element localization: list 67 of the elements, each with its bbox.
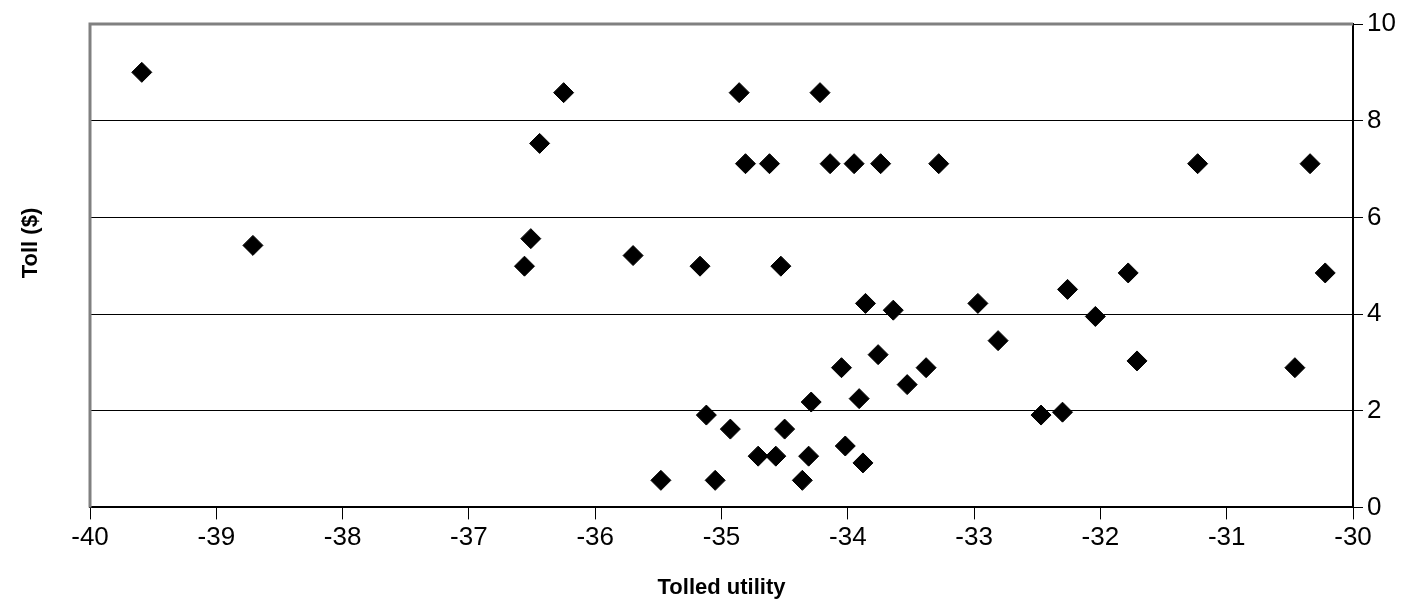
point	[774, 418, 796, 440]
y-tick-label: 2	[1367, 393, 1382, 424]
point	[915, 357, 937, 379]
point	[800, 391, 822, 413]
point	[770, 255, 792, 277]
point	[791, 469, 813, 491]
x-tick-label: -36	[576, 521, 614, 552]
point	[830, 357, 852, 379]
point	[765, 445, 787, 467]
point	[529, 132, 551, 154]
point	[967, 292, 989, 314]
y-tick-label: 0	[1367, 490, 1382, 521]
point	[1117, 262, 1139, 284]
x-tick-label: -37	[450, 521, 488, 552]
x-tick-label: -34	[829, 521, 867, 552]
x-tick-label: -30	[1334, 521, 1372, 552]
y-axis-title: Toll ($)	[17, 207, 43, 279]
point	[1057, 278, 1079, 300]
point	[735, 153, 756, 175]
point	[695, 404, 717, 426]
point	[798, 445, 820, 467]
point	[1187, 153, 1209, 175]
point	[513, 255, 535, 277]
point	[689, 255, 711, 277]
point	[553, 82, 575, 104]
point	[622, 245, 644, 267]
point	[131, 61, 153, 83]
point	[242, 234, 264, 256]
y-tick-label: 8	[1367, 103, 1382, 134]
point	[819, 153, 841, 175]
point	[867, 344, 889, 366]
y-tick-label: 10	[1367, 7, 1396, 38]
point	[896, 374, 918, 396]
point	[719, 418, 741, 440]
point	[834, 435, 856, 457]
x-tick-label: -31	[1207, 521, 1246, 552]
point	[809, 82, 831, 104]
point	[882, 299, 904, 321]
x-tick-label: -40	[71, 521, 109, 552]
point	[1030, 404, 1052, 426]
point	[1126, 350, 1148, 372]
x-tick-label: -35	[702, 521, 741, 552]
point	[704, 469, 726, 491]
point	[870, 153, 892, 175]
x-tick-label: -32	[1081, 521, 1120, 552]
point	[747, 445, 769, 467]
x-tick-label: -38	[323, 521, 362, 552]
point	[758, 153, 780, 175]
point	[928, 153, 950, 175]
point	[852, 452, 874, 474]
point	[1299, 153, 1321, 175]
point	[650, 469, 672, 491]
point	[728, 82, 750, 104]
x-tick-label: -33	[955, 521, 993, 552]
point	[520, 228, 542, 250]
y-tick-label: 4	[1367, 297, 1382, 328]
point	[843, 153, 865, 175]
point	[1052, 401, 1074, 423]
point	[848, 388, 870, 410]
point	[1284, 357, 1306, 379]
y-tick-label: 6	[1367, 200, 1382, 231]
point	[854, 292, 876, 314]
point	[1314, 262, 1336, 284]
point	[1084, 305, 1106, 327]
point	[987, 330, 1009, 352]
x-axis-title: Tolled utility	[657, 573, 787, 599]
x-tick-label: -39	[197, 521, 236, 552]
